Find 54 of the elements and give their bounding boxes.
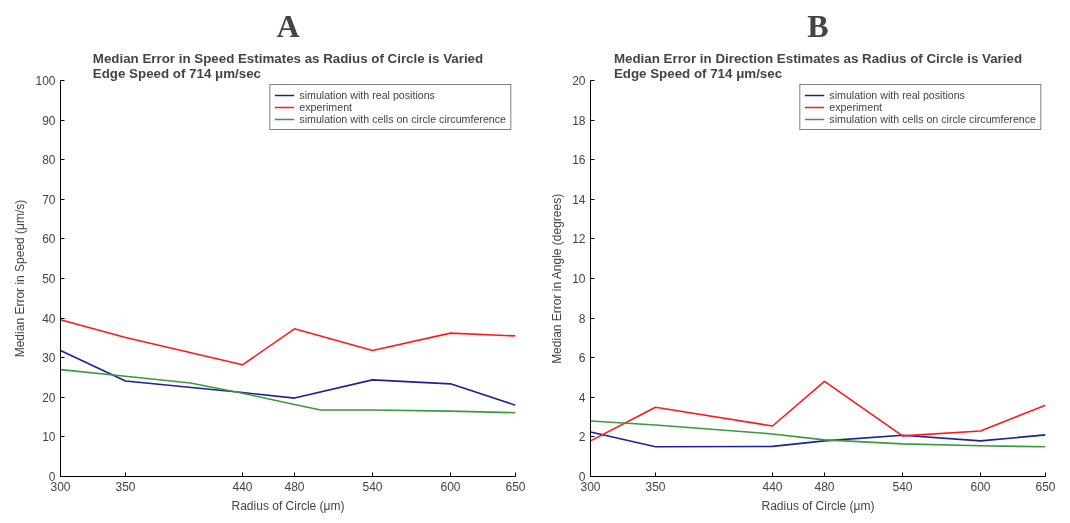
y-tick-label: 0 xyxy=(578,470,586,484)
y-tick-label: 10 xyxy=(572,272,586,286)
y-tick-label: 4 xyxy=(578,390,586,405)
x-tick-label: 480 xyxy=(284,479,305,494)
x-tick-label: 540 xyxy=(362,479,383,494)
x-tick-label: 480 xyxy=(814,479,835,494)
legend-label: experiment xyxy=(829,101,883,113)
y-tick-label: 14 xyxy=(572,192,586,207)
chart-subtitle: Median Error in Speed Estimates as Radius of Circle is Varied Edge Speed of 714 μm/sec xyxy=(92,50,484,81)
line-series xyxy=(60,349,516,407)
legend-label: simulation with cells on circle circumference xyxy=(299,113,506,125)
x-axis-title: Radius of Circle (μm) xyxy=(231,498,345,513)
x-tick-label: 540 xyxy=(892,479,913,494)
legend-label: simulation with real positions xyxy=(829,89,965,101)
legend-label: experiment xyxy=(299,101,353,113)
x-tick-label: 650 xyxy=(505,479,526,494)
y-tick-label: 30 xyxy=(42,351,56,366)
y-tick-label: 10 xyxy=(42,430,56,445)
y-tick-label: 2 xyxy=(578,430,586,445)
y-axis-title: Median Error in Speed (μm/s) xyxy=(13,199,28,358)
line-series xyxy=(590,420,1046,448)
y-tick-label: 70 xyxy=(42,192,56,207)
x-tick-label: 440 xyxy=(762,479,783,494)
y-tick-label: 20 xyxy=(42,390,56,405)
x-tick-label: 440 xyxy=(232,479,253,494)
y-tick-label: 18 xyxy=(572,113,586,128)
x-tick-label: 600 xyxy=(970,479,991,494)
line-series xyxy=(590,431,1046,448)
line-series xyxy=(590,380,1046,442)
chart-title: B xyxy=(807,7,829,44)
x-tick-label: 350 xyxy=(645,479,666,494)
line-series xyxy=(60,368,516,414)
y-tick-label: 12 xyxy=(572,232,586,247)
y-tick-label: 100 xyxy=(35,74,56,88)
x-tick-label: 350 xyxy=(115,479,136,494)
y-tick-label: 16 xyxy=(572,153,586,168)
y-tick-label: 40 xyxy=(42,311,56,326)
y-tick-label: 20 xyxy=(572,74,586,88)
chart-title: A xyxy=(276,7,300,44)
y-tick-label: 60 xyxy=(42,232,56,247)
y-axis-title: Median Error in Angle (degrees) xyxy=(550,193,565,364)
legend-label: simulation with real positions xyxy=(299,89,435,101)
y-tick-label: 6 xyxy=(578,351,586,366)
line-series xyxy=(60,318,516,366)
chart-subtitle: Median Error in Direction Estimates as Radius of Circle is Varied Edge Speed of 714 μm/sec xyxy=(613,50,1023,81)
legend-label: simulation with cells on circle circumference xyxy=(829,113,1036,125)
y-tick-label: 80 xyxy=(42,153,56,168)
x-tick-label: 600 xyxy=(440,479,461,494)
y-tick-label: 8 xyxy=(578,311,586,326)
y-tick-label: 90 xyxy=(42,113,56,128)
x-tick-label: 650 xyxy=(1035,479,1056,494)
y-tick-label: 0 xyxy=(48,470,56,484)
y-tick-label: 50 xyxy=(42,272,56,286)
x-axis-title: Radius of Circle (μm) xyxy=(761,498,875,513)
